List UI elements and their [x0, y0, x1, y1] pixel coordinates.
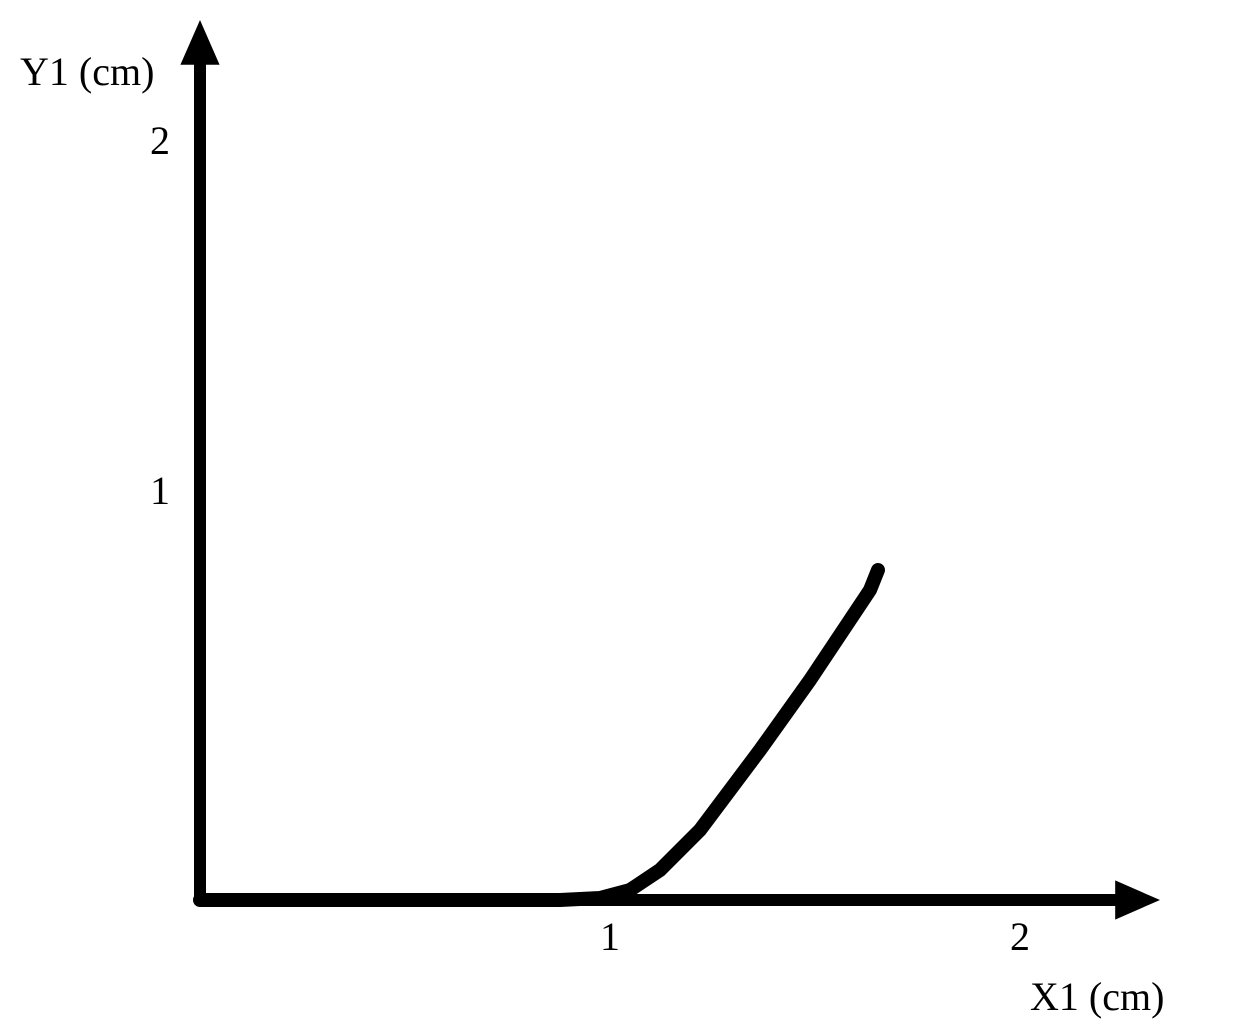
chart-container: Y1 (cm) X1 (cm) 12 12: [0, 0, 1240, 1030]
x-tick-label: 1: [600, 914, 620, 959]
y-axis-arrow-icon: [180, 20, 219, 65]
y-tick-label: 2: [150, 118, 170, 163]
y-tick-label: 1: [150, 468, 170, 513]
y-axis-label: Y1 (cm): [20, 49, 154, 94]
x-axis-ticks: 12: [600, 914, 1030, 959]
y-axis-ticks: 12: [150, 118, 170, 513]
line-chart: Y1 (cm) X1 (cm) 12 12: [0, 0, 1240, 1030]
x-axis-arrow-icon: [1115, 880, 1160, 919]
x-axis-label: X1 (cm): [1030, 974, 1164, 1019]
data-curve: [200, 570, 878, 900]
x-tick-label: 2: [1010, 914, 1030, 959]
